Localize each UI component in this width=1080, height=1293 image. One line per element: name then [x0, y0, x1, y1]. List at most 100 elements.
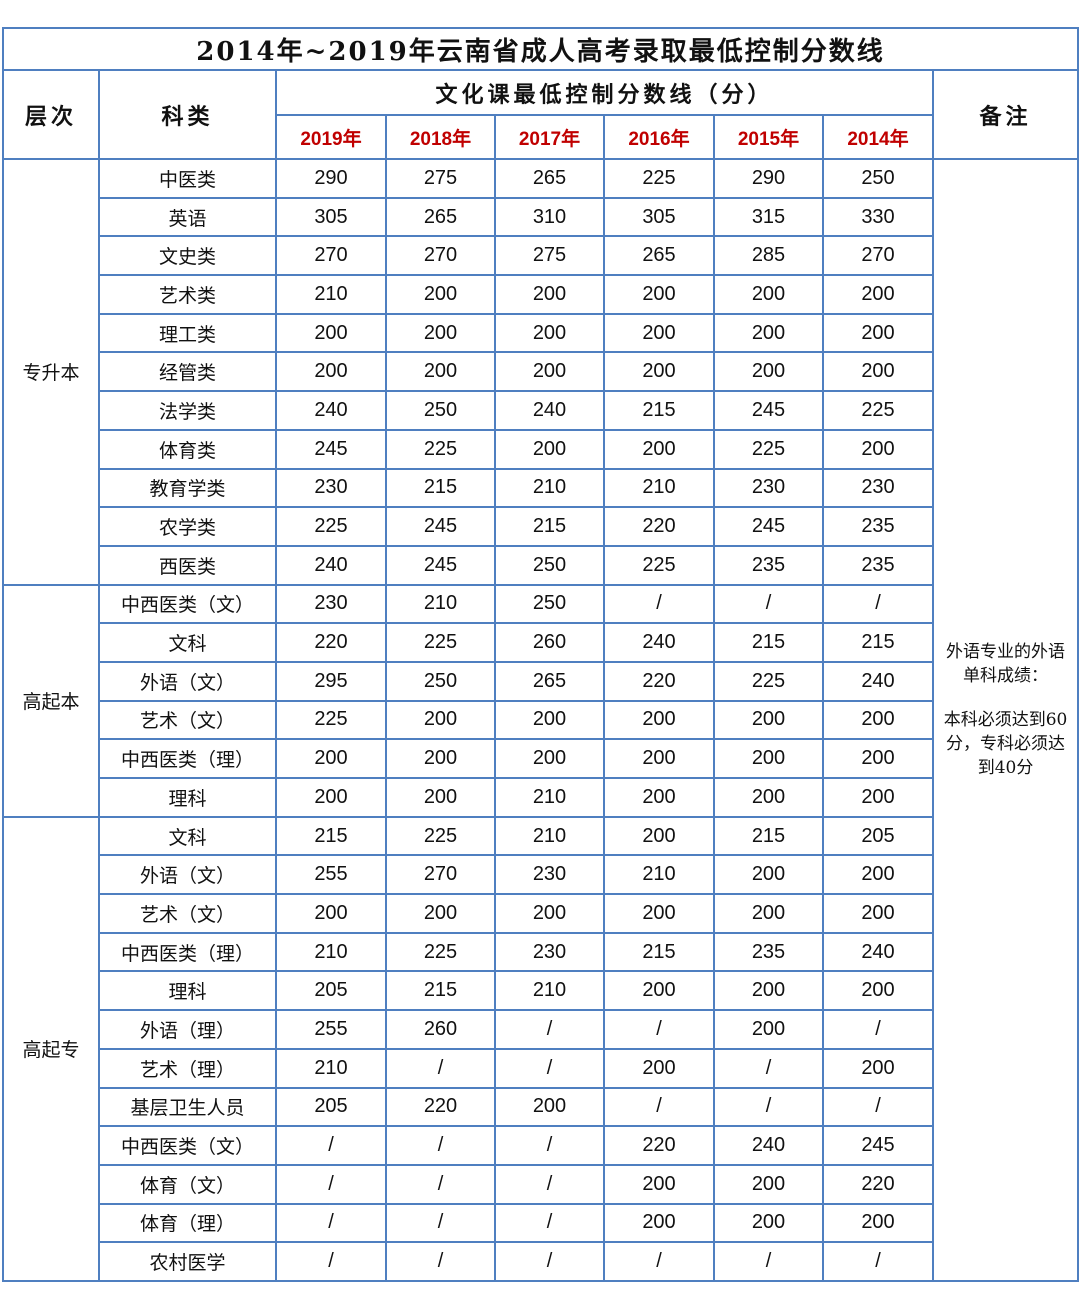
data-row: 西医类 240 245 250 225 235 235	[3, 544, 1078, 586]
score-cell: 235	[822, 506, 934, 547]
score-cell: 200	[275, 777, 387, 818]
note-text: 外语专业的外语单科成绩：	[946, 641, 1066, 686]
score-cell: 200	[275, 312, 387, 354]
score-cell: 215	[385, 970, 496, 1012]
score-cell: 200	[822, 1047, 934, 1089]
score-cell: 200	[822, 777, 934, 818]
category-cell: 中西医类（文）	[98, 583, 277, 625]
score-cell: 250	[385, 390, 496, 431]
score-cell: 270	[275, 235, 387, 277]
score-cell: 200	[713, 1202, 824, 1244]
category-cell: 艺术（文）	[98, 699, 277, 741]
category-cell: 法学类	[98, 390, 277, 431]
score-cell: 255	[275, 1009, 387, 1050]
score-cell: /	[822, 1086, 934, 1128]
score-cell: 200	[713, 274, 824, 315]
score-cell: 220	[603, 506, 715, 547]
score-cell: 235	[713, 544, 824, 586]
score-cell: 240	[822, 931, 934, 973]
score-cell: 240	[603, 622, 715, 663]
data-row: 高起专 文科 215 225 210 200 215 205	[2, 815, 1078, 1282]
score-cell: 240	[494, 390, 605, 431]
data-row: 外语（文） 295 250 265 220 225 240	[3, 660, 1078, 702]
category-cell: 体育（理）	[98, 1202, 277, 1244]
data-row: 教育学类 230 215 210 210 230 230	[3, 467, 1078, 509]
score-cell: 210	[275, 1047, 387, 1089]
score-cell: 200	[822, 738, 934, 779]
category-cell: 文科	[98, 622, 277, 663]
score-cell: /	[603, 1009, 715, 1050]
data-row: 理科 205 215 210 200 200 200	[3, 970, 1078, 1012]
score-cell: 200	[713, 312, 824, 354]
score-cell: 200	[603, 1202, 715, 1244]
score-cell: 200	[494, 351, 605, 393]
table-body: 2014年~2019年云南省成人高考录取最低控制分数线 层次 科类 文化课最低控…	[1, 27, 1080, 1282]
score-cell: 225	[603, 544, 715, 586]
score-cell: /	[713, 1086, 824, 1128]
category-cell: 体育类	[98, 428, 277, 470]
score-cell: 200	[603, 1163, 715, 1205]
score-cell: 240	[822, 660, 934, 702]
year-header: 2017年	[494, 114, 605, 160]
score-cell: 245	[275, 428, 387, 470]
score-cell: 200	[385, 699, 496, 741]
score-cell: /	[713, 1047, 824, 1089]
score-cell: 265	[385, 196, 496, 238]
score-cell: 225	[275, 506, 387, 547]
score-cell: 260	[385, 1009, 496, 1050]
score-cell: 230	[494, 931, 605, 973]
category-cell: 文科	[98, 815, 277, 857]
score-cell: 200	[822, 428, 934, 470]
score-cell: 200	[822, 351, 934, 393]
score-cell: /	[494, 1009, 605, 1050]
score-cell: 225	[385, 815, 496, 857]
score-cell: /	[494, 1202, 605, 1244]
score-cell: 200	[822, 893, 934, 934]
category-cell: 西医类	[98, 544, 277, 586]
category-cell: 理工类	[98, 312, 277, 354]
score-cell: 310	[494, 196, 605, 238]
category-cell: 外语（理）	[98, 1009, 277, 1050]
score-cell: /	[275, 1163, 387, 1205]
score-cell: 215	[822, 622, 934, 663]
level-cell: 高起本	[2, 583, 100, 818]
data-row: 体育（理） / //200 200 200	[3, 1202, 1078, 1244]
score-cell: 200	[494, 738, 605, 779]
score-cell: /	[494, 1125, 605, 1166]
category-cell: 英语	[98, 196, 277, 238]
score-cell: 225	[603, 158, 715, 199]
score-cell: 210	[494, 777, 605, 818]
category-cell: 基层卫生人员	[98, 1086, 277, 1128]
score-cell: 200	[275, 351, 387, 393]
score-cell: 210	[385, 583, 496, 625]
score-cell: 240	[713, 1125, 824, 1166]
score-cell: 200	[603, 777, 715, 818]
score-cell: 225	[385, 622, 496, 663]
data-row: 中西医类（文） / //220 240 245	[3, 1125, 1078, 1166]
data-row: 理工类 200 200 200 200 200 200	[3, 312, 1078, 354]
data-row: 中西医类（理） 210 225 230 215 235 240	[3, 931, 1078, 973]
score-cell: 250	[822, 158, 934, 199]
score-table: 2014年~2019年云南省成人高考录取最低控制分数线 层次 科类 文化课最低控…	[1, 27, 1080, 1282]
score-cell: 200	[713, 1009, 824, 1050]
score-cell: 200	[494, 699, 605, 741]
score-cell: /	[603, 583, 715, 625]
data-row: 中西医类（理） 200 200 200 200 200 200	[3, 738, 1078, 779]
score-cell: /	[822, 1241, 934, 1282]
score-cell: 205	[275, 1086, 387, 1128]
score-cell: 200	[603, 738, 715, 779]
score-cell: 200	[822, 970, 934, 1012]
score-cell: 200	[603, 312, 715, 354]
score-cell: 275	[385, 158, 496, 199]
score-cell: 225	[385, 931, 496, 973]
score-cell: /	[603, 1241, 715, 1282]
score-cell: 230	[275, 467, 387, 509]
score-cell: 200	[713, 854, 824, 896]
score-cell: /	[275, 1241, 387, 1282]
score-cell: 205	[275, 970, 387, 1012]
data-row: 艺术（文） 225 200 200 200 200 200	[3, 699, 1078, 741]
score-cell: 200	[385, 351, 496, 393]
score-cell: 215	[275, 815, 387, 857]
score-cell: 210	[275, 274, 387, 315]
data-row: 农学类 225 245 215 220 245 235	[3, 506, 1078, 547]
